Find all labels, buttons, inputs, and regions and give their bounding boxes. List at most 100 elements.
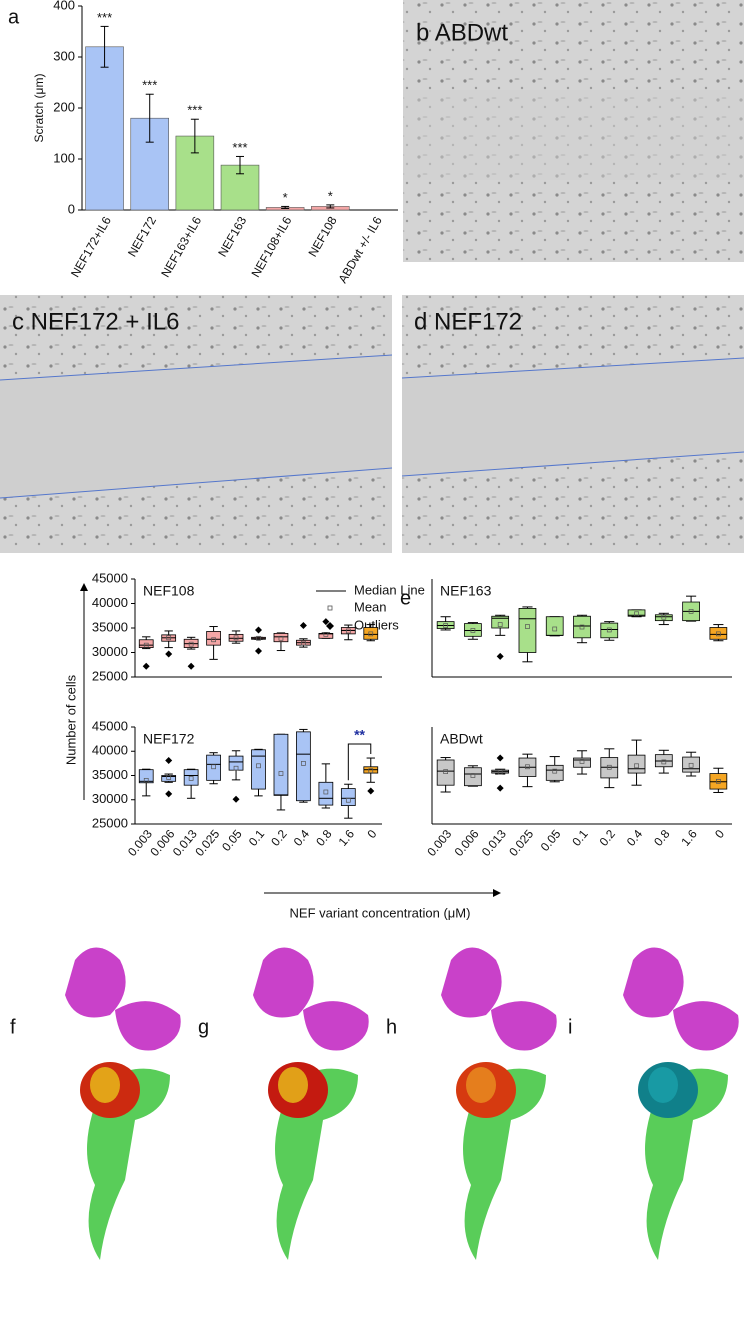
box bbox=[296, 731, 311, 802]
x-tick-label: 0.006 bbox=[452, 827, 482, 859]
structure-domain bbox=[253, 947, 314, 1018]
chart-title: NEF172 bbox=[143, 731, 195, 747]
mean-marker bbox=[606, 764, 612, 770]
significance-label: *** bbox=[187, 103, 202, 118]
y-tick-label: 45000 bbox=[92, 570, 128, 585]
mean-marker bbox=[525, 764, 530, 770]
y-tick-label: 25000 bbox=[92, 815, 128, 830]
mean-marker bbox=[143, 642, 149, 648]
y-tick-label: 0 bbox=[68, 201, 75, 216]
x-tick-label: NEF163+IL6 bbox=[158, 214, 204, 280]
outlier bbox=[367, 787, 375, 795]
legend-mean-symbol bbox=[327, 605, 333, 611]
outlier bbox=[165, 650, 173, 658]
box bbox=[206, 631, 221, 646]
mean-marker bbox=[256, 635, 261, 641]
box bbox=[340, 788, 356, 806]
box bbox=[228, 755, 244, 771]
mean-marker bbox=[323, 632, 329, 637]
mean-marker bbox=[368, 768, 374, 774]
scratch-edge bbox=[0, 467, 393, 499]
y-axis-label: Number of cells bbox=[63, 674, 78, 765]
x-tick-label: 1.6 bbox=[678, 827, 700, 849]
mean-marker bbox=[368, 631, 374, 637]
mean-marker bbox=[188, 776, 194, 781]
significance-label: * bbox=[328, 188, 333, 203]
x-tick-label: 0.025 bbox=[506, 827, 536, 859]
y-tick-label: 40000 bbox=[92, 595, 128, 610]
x-tick-label: 0.2 bbox=[597, 827, 619, 849]
legend-outlier-symbol bbox=[326, 622, 334, 630]
structure-panels: f g h i bbox=[10, 947, 739, 1260]
box bbox=[518, 608, 537, 653]
outlier bbox=[142, 662, 150, 670]
x-tick-label: NEF108+IL6 bbox=[249, 214, 295, 280]
y-tick-label: 30000 bbox=[92, 791, 128, 806]
box bbox=[491, 615, 510, 629]
bar bbox=[85, 46, 124, 211]
box bbox=[573, 615, 591, 639]
mean-marker bbox=[211, 764, 216, 770]
y-tick-label: 40000 bbox=[92, 743, 128, 758]
structure-ligand bbox=[278, 1067, 308, 1103]
y-tick-label: 400 bbox=[53, 0, 75, 12]
box bbox=[206, 754, 221, 781]
image-label: d NEF172 bbox=[414, 308, 522, 335]
mean-marker bbox=[143, 777, 149, 783]
structure-domain bbox=[623, 947, 684, 1018]
x-tick-label: 0.013 bbox=[170, 827, 200, 859]
x-tick-label: 0.05 bbox=[538, 827, 564, 854]
outlier bbox=[496, 652, 504, 660]
panel-letter: e bbox=[400, 587, 411, 609]
outlier bbox=[496, 784, 504, 792]
mean-marker bbox=[166, 775, 172, 780]
mean-marker bbox=[211, 637, 216, 643]
y-tick-label: 30000 bbox=[92, 644, 128, 659]
scratch-area bbox=[0, 355, 392, 498]
structure-ligand bbox=[648, 1067, 678, 1103]
x-tick-label: 0.1 bbox=[246, 827, 268, 849]
significance-label: *** bbox=[142, 78, 157, 93]
significance-bracket bbox=[347, 743, 372, 781]
box bbox=[138, 639, 154, 649]
mean-marker bbox=[552, 626, 558, 632]
significance-label: ** bbox=[354, 727, 365, 743]
panel-letter: f bbox=[10, 1016, 16, 1038]
mean-marker bbox=[323, 789, 329, 795]
scratch-edge bbox=[401, 357, 744, 379]
mean-marker bbox=[301, 761, 306, 766]
mean-marker bbox=[497, 769, 503, 775]
x-tick-label: NEF163 bbox=[215, 214, 249, 259]
mean-marker bbox=[301, 640, 306, 646]
mean-marker bbox=[579, 759, 585, 764]
mean-marker bbox=[634, 611, 639, 617]
y-tick-label: 300 bbox=[53, 48, 75, 63]
x-tick-label: 0.2 bbox=[268, 827, 290, 849]
outlier bbox=[496, 754, 504, 762]
box bbox=[545, 616, 564, 636]
mean-marker bbox=[497, 622, 503, 627]
box bbox=[709, 627, 728, 640]
x-tick-label: 0 bbox=[712, 827, 727, 841]
panel-letter: i bbox=[568, 1016, 572, 1038]
mean-marker bbox=[345, 628, 351, 634]
mean-marker bbox=[470, 628, 476, 633]
mean-marker bbox=[688, 762, 694, 768]
x-tick-label: 0.025 bbox=[192, 827, 222, 859]
x-tick-label: 0.05 bbox=[219, 827, 245, 854]
structure-domain bbox=[491, 1001, 557, 1051]
mean-marker bbox=[233, 765, 239, 771]
y-tick-label: 100 bbox=[53, 150, 75, 165]
x-tick-label: 1.6 bbox=[336, 827, 358, 849]
box bbox=[138, 769, 154, 784]
outlier bbox=[299, 622, 307, 630]
scratch-edge bbox=[401, 451, 744, 477]
x-tick-label: 0.013 bbox=[479, 827, 509, 859]
mean-marker bbox=[166, 635, 172, 641]
x-tick-label: 0 bbox=[364, 827, 379, 841]
x-tick-label: 0.006 bbox=[147, 827, 177, 859]
chart-title: NEF108 bbox=[143, 583, 195, 599]
outlier bbox=[187, 662, 195, 670]
x-tick-label: 0.003 bbox=[424, 827, 454, 859]
